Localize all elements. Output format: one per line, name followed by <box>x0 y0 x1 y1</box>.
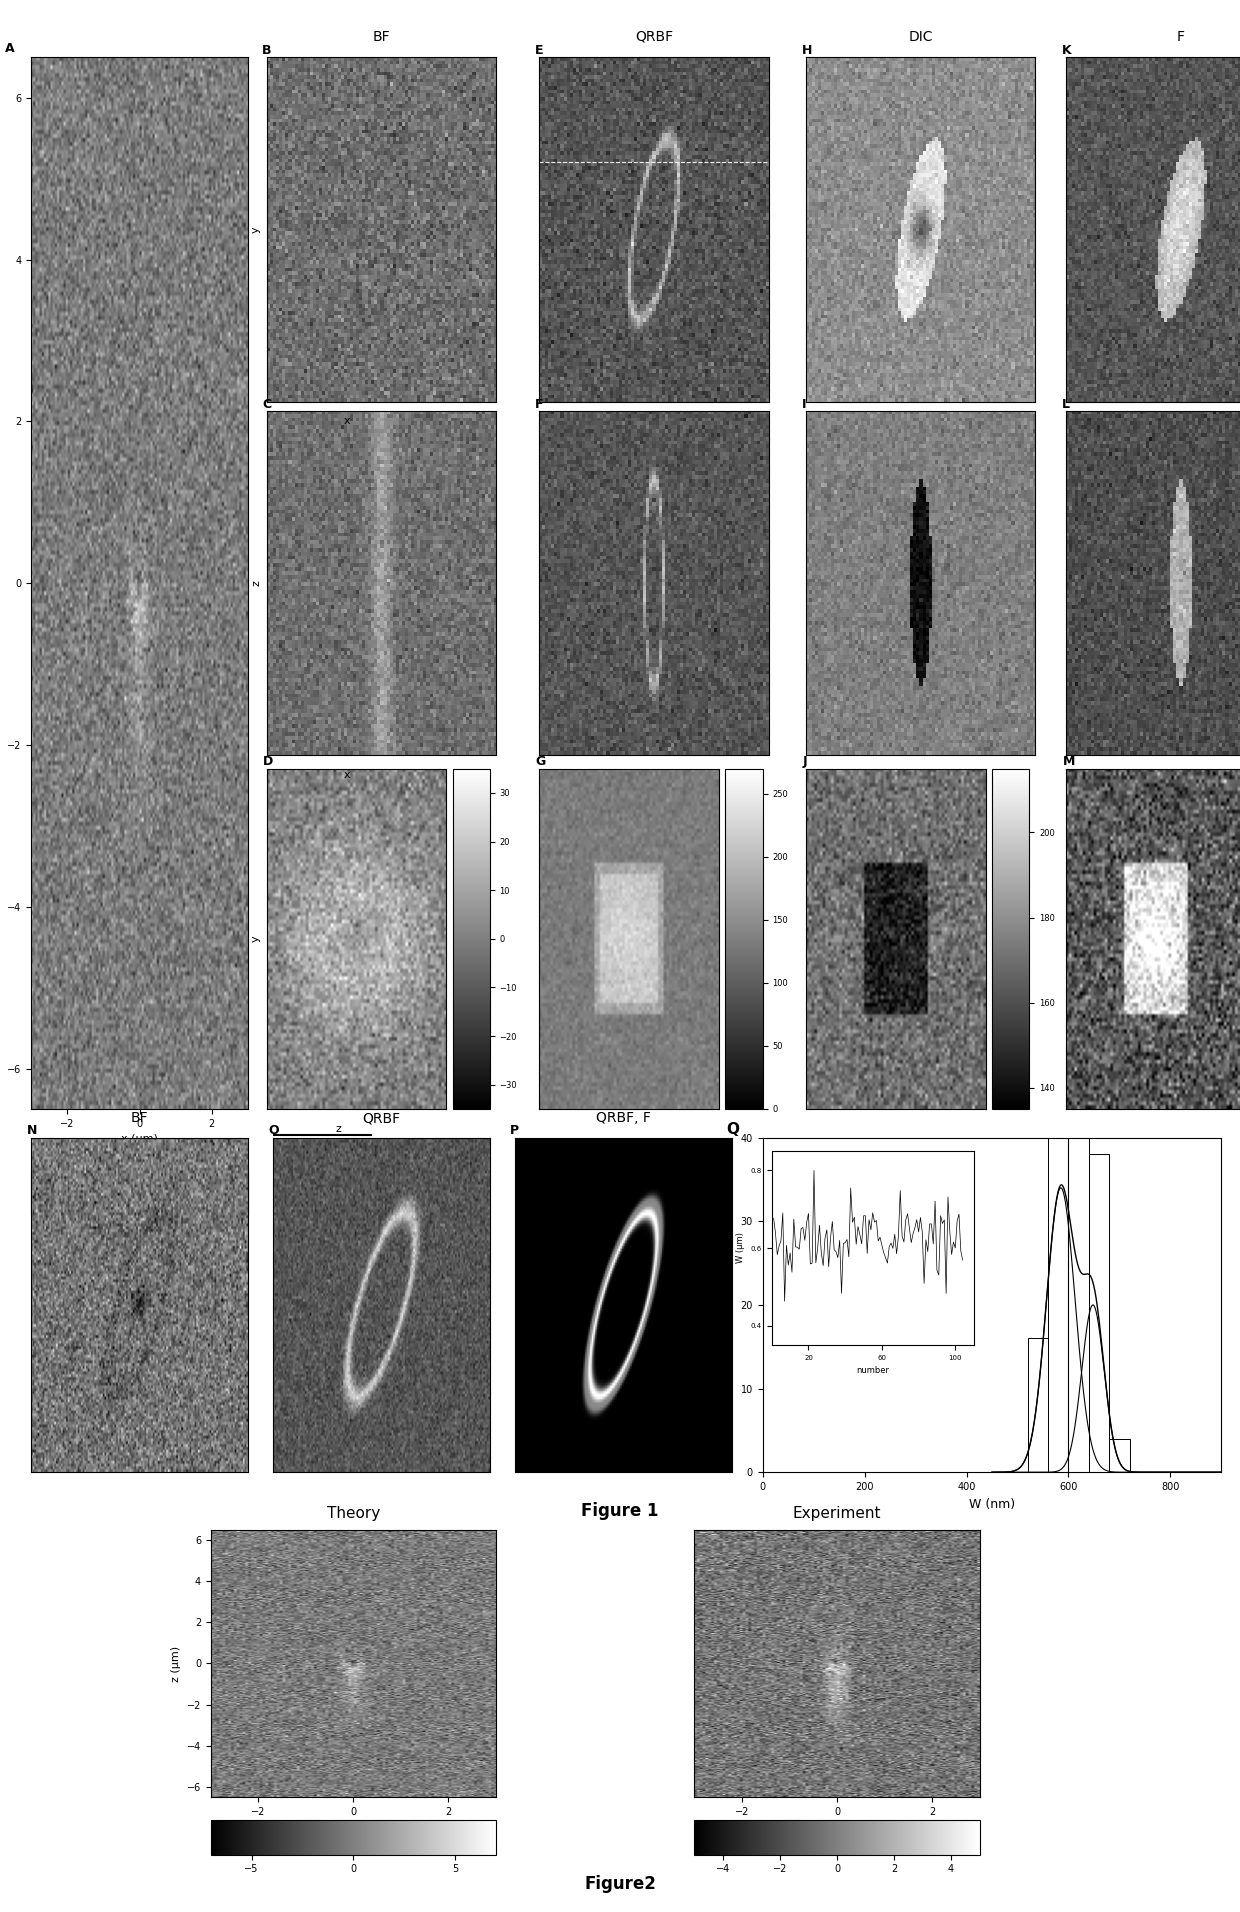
Text: BF: BF <box>372 31 391 44</box>
Bar <box>1028 1338 1048 1472</box>
Bar <box>1089 1155 1110 1472</box>
Y-axis label: y: y <box>250 935 262 943</box>
Bar <box>1048 904 1069 1472</box>
Text: QRBF: QRBF <box>635 31 673 44</box>
Y-axis label: z (μm): z (μm) <box>0 566 1 600</box>
X-axis label: x (μm): x (μm) <box>122 1134 157 1143</box>
Text: x: x <box>343 417 350 426</box>
Text: z: z <box>336 1124 341 1134</box>
Text: Figure2: Figure2 <box>584 1876 656 1893</box>
Text: A: A <box>5 42 15 55</box>
Text: DIC: DIC <box>909 31 932 44</box>
Text: B: B <box>262 44 272 57</box>
Text: D: D <box>263 755 273 769</box>
Text: K: K <box>1061 44 1071 57</box>
Text: J: J <box>802 755 807 769</box>
Bar <box>1069 1130 1089 1472</box>
Text: E: E <box>534 44 543 57</box>
Y-axis label: z: z <box>250 579 262 587</box>
Y-axis label: y: y <box>250 226 262 233</box>
Text: F: F <box>1177 31 1185 44</box>
Text: Experiment: Experiment <box>792 1507 882 1522</box>
Bar <box>1110 1440 1130 1472</box>
Y-axis label: z (μm): z (μm) <box>171 1646 181 1681</box>
Text: QRBF: QRBF <box>362 1111 401 1126</box>
Text: Q: Q <box>725 1122 739 1138</box>
Text: M: M <box>1063 755 1075 769</box>
X-axis label: x (μm): x (μm) <box>335 1822 372 1832</box>
Text: O: O <box>269 1124 279 1138</box>
Text: BF: BF <box>130 1111 149 1126</box>
Text: QRBF, F: QRBF, F <box>595 1111 651 1126</box>
Text: H: H <box>801 44 812 57</box>
Text: L: L <box>1061 398 1070 411</box>
Text: x: x <box>343 771 350 780</box>
Text: F: F <box>534 398 543 411</box>
X-axis label: x (μm): x (μm) <box>818 1822 856 1832</box>
Text: Figure 1: Figure 1 <box>582 1503 658 1520</box>
Text: P: P <box>511 1124 520 1138</box>
Text: C: C <box>262 398 272 411</box>
Text: G: G <box>536 755 546 769</box>
Text: I: I <box>801 398 806 411</box>
Text: N: N <box>27 1124 37 1138</box>
Text: Theory: Theory <box>327 1507 379 1522</box>
Y-axis label: Counts: Counts <box>722 1283 735 1327</box>
X-axis label: W (nm): W (nm) <box>968 1497 1016 1510</box>
